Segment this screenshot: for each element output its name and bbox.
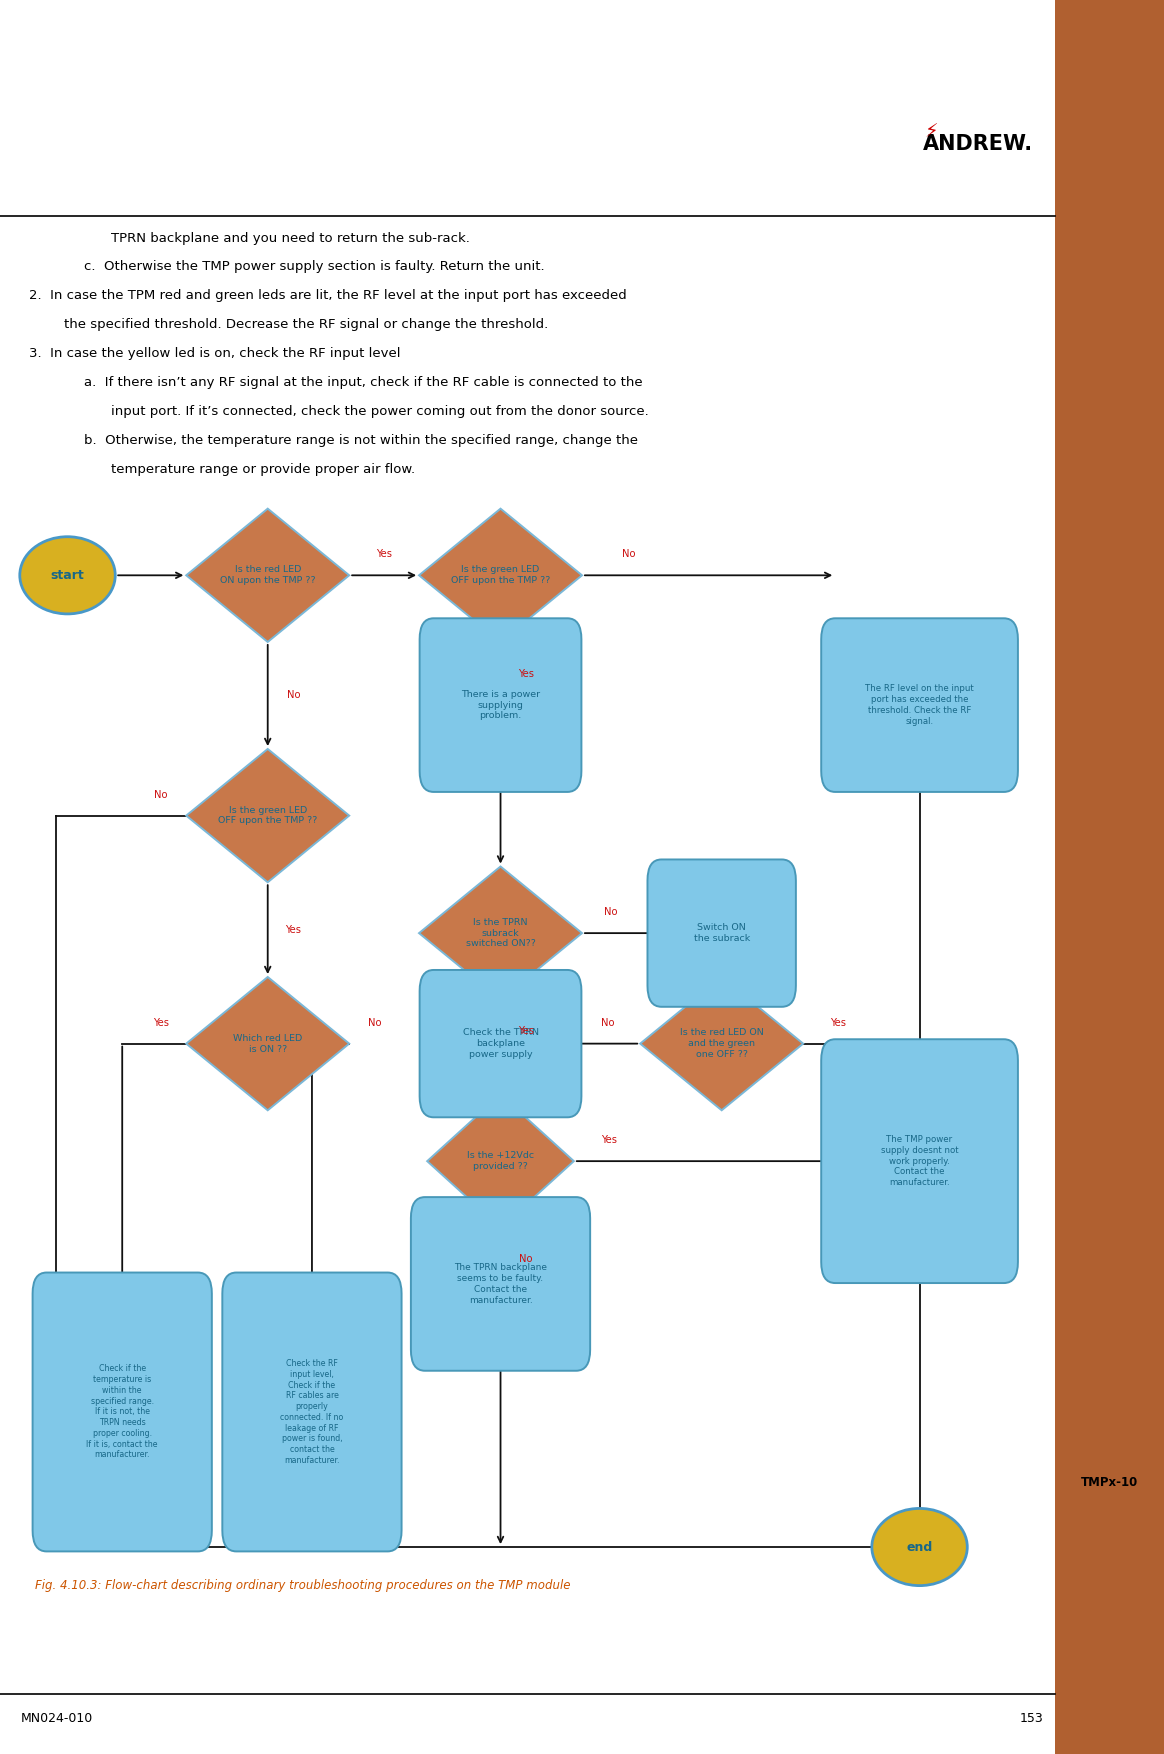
Text: No: No: [519, 1254, 533, 1265]
Text: c.  Otherwise the TMP power supply section is faulty. Return the unit.: c. Otherwise the TMP power supply sectio…: [84, 260, 545, 274]
Text: Check the RF
input level,
Check if the
RF cables are
properly
connected. If no
l: Check the RF input level, Check if the R…: [281, 1359, 343, 1465]
Text: b.  Otherwise, the temperature range is not within the specified range, change t: b. Otherwise, the temperature range is n…: [84, 433, 638, 447]
Text: the specified threshold. Decrease the RF signal or change the threshold.: the specified threshold. Decrease the RF…: [64, 317, 548, 332]
FancyBboxPatch shape: [647, 859, 796, 1007]
Text: temperature range or provide proper air flow.: temperature range or provide proper air …: [111, 463, 414, 475]
Text: Check if the
temperature is
within the
specified range.
If it is not, the
TRPN n: Check if the temperature is within the s…: [86, 1365, 158, 1459]
Text: ⚡: ⚡: [924, 123, 938, 140]
Text: Which red LED
is ON ??: Which red LED is ON ??: [233, 1033, 303, 1054]
FancyBboxPatch shape: [411, 1196, 590, 1372]
FancyBboxPatch shape: [419, 970, 581, 1117]
Text: Switch ON
the subrack: Switch ON the subrack: [694, 923, 750, 944]
Text: The TMP power
supply doesnt not
work properly.
Contact the
manufacturer.: The TMP power supply doesnt not work pro…: [881, 1135, 958, 1187]
Text: Check the TPRN
backplane
power supply: Check the TPRN backplane power supply: [462, 1028, 539, 1059]
Text: Is the +12Vdc
provided ??: Is the +12Vdc provided ??: [467, 1151, 534, 1172]
Text: 3.  In case the yellow led is on, check the RF input level: 3. In case the yellow led is on, check t…: [29, 347, 400, 360]
Text: end: end: [907, 1540, 932, 1554]
FancyBboxPatch shape: [1055, 0, 1164, 1754]
FancyBboxPatch shape: [821, 1038, 1017, 1284]
Text: Fig. 4.10.3: Flow-chart describing ordinary troubleshooting procedures on the TM: Fig. 4.10.3: Flow-chart describing ordin…: [35, 1579, 570, 1593]
Text: Yes: Yes: [285, 924, 301, 935]
Text: Is the green LED
OFF upon the TMP ??: Is the green LED OFF upon the TMP ??: [450, 565, 551, 586]
Text: ANDREW.: ANDREW.: [923, 133, 1032, 154]
Text: Yes: Yes: [518, 1026, 534, 1037]
Text: No: No: [368, 1017, 382, 1028]
Polygon shape: [186, 509, 349, 642]
Text: start: start: [51, 568, 84, 582]
Polygon shape: [186, 749, 349, 882]
Text: The RF level on the input
port has exceeded the
threshold. Check the RF
signal.: The RF level on the input port has excee…: [865, 684, 974, 726]
Text: Yes: Yes: [601, 1135, 617, 1145]
Text: The TPRN backplane
seems to be faulty.
Contact the
manufacturer.: The TPRN backplane seems to be faulty. C…: [454, 1263, 547, 1305]
Text: No: No: [604, 907, 618, 917]
Text: No: No: [601, 1017, 615, 1028]
Text: input port. If it’s connected, check the power coming out from the donor source.: input port. If it’s connected, check the…: [111, 405, 648, 417]
FancyBboxPatch shape: [33, 1273, 212, 1551]
Text: 2.  In case the TPM red and green leds are lit, the RF level at the input port h: 2. In case the TPM red and green leds ar…: [29, 289, 627, 302]
Text: 153: 153: [1020, 1712, 1043, 1726]
FancyBboxPatch shape: [222, 1273, 402, 1551]
Text: TPRN backplane and you need to return the sub-rack.: TPRN backplane and you need to return th…: [111, 232, 469, 244]
Polygon shape: [419, 509, 582, 642]
Ellipse shape: [872, 1508, 967, 1586]
Text: TMPx-10: TMPx-10: [1080, 1475, 1138, 1489]
Polygon shape: [427, 1094, 574, 1228]
Text: MN024-010: MN024-010: [21, 1712, 93, 1726]
Text: There is a power
supplying
problem.: There is a power supplying problem.: [461, 689, 540, 721]
Text: Yes: Yes: [152, 1017, 169, 1028]
FancyBboxPatch shape: [821, 619, 1017, 793]
Polygon shape: [640, 977, 803, 1110]
Text: a.  If there isn’t any RF signal at the input, check if the RF cable is connecte: a. If there isn’t any RF signal at the i…: [84, 375, 643, 389]
Polygon shape: [419, 866, 582, 1000]
Text: Is the green LED
OFF upon the TMP ??: Is the green LED OFF upon the TMP ??: [218, 805, 318, 826]
Text: Yes: Yes: [830, 1017, 846, 1028]
Text: No: No: [622, 549, 636, 560]
Polygon shape: [186, 977, 349, 1110]
Text: Is the red LED ON
and the green
one OFF ??: Is the red LED ON and the green one OFF …: [680, 1028, 764, 1059]
Text: Yes: Yes: [376, 549, 392, 560]
Text: Is the TPRN
subrack
switched ON??: Is the TPRN subrack switched ON??: [466, 917, 535, 949]
Ellipse shape: [20, 537, 115, 614]
Text: Yes: Yes: [518, 668, 534, 679]
FancyBboxPatch shape: [419, 619, 581, 793]
Text: Is the red LED
ON upon the TMP ??: Is the red LED ON upon the TMP ??: [220, 565, 315, 586]
Text: No: No: [286, 691, 300, 700]
Text: No: No: [154, 789, 168, 800]
